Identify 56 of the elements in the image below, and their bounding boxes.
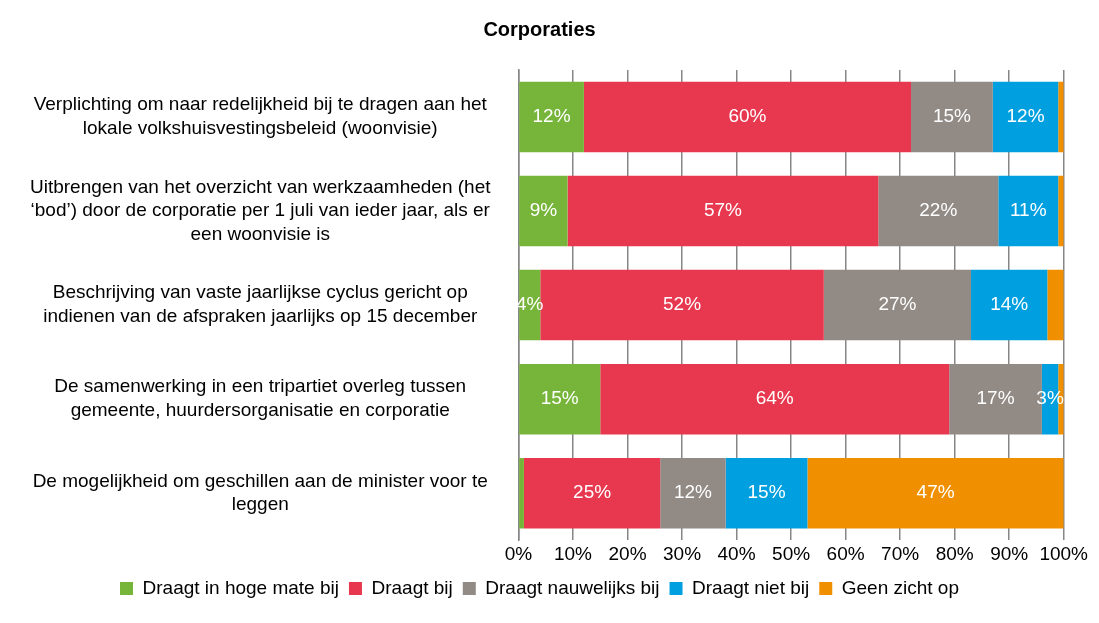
bar bbox=[998, 175, 1059, 247]
bar bbox=[519, 175, 568, 247]
x-tick-label: 0% bbox=[504, 542, 533, 564]
y-tick-label: Verplichting om naar redelijkheid bij te dragen aan het lokale volkshuisvestingsbeleid (woonvisie) bbox=[33, 93, 488, 139]
bar bbox=[567, 175, 879, 247]
x-tick-label: 30% bbox=[663, 542, 702, 564]
data-label: 15% bbox=[932, 105, 972, 127]
data-label: 47% bbox=[916, 481, 955, 503]
bar bbox=[992, 81, 1059, 153]
data-label: 17% bbox=[976, 387, 1015, 409]
data-label: 15% bbox=[747, 481, 786, 503]
data-label: 9% bbox=[529, 199, 558, 221]
data-label: 15% bbox=[540, 387, 579, 409]
x-tick-label: 70% bbox=[881, 542, 920, 564]
data-label: 52% bbox=[663, 293, 702, 315]
x-tick-label: 90% bbox=[990, 542, 1029, 564]
bar bbox=[971, 269, 1048, 341]
bar bbox=[1058, 81, 1064, 153]
data-label: 60% bbox=[728, 105, 767, 127]
x-tick-label: 60% bbox=[826, 542, 865, 564]
bar bbox=[523, 457, 661, 529]
x-tick-label: 20% bbox=[608, 542, 647, 564]
data-label: 57% bbox=[703, 199, 743, 221]
x-tick-label: 80% bbox=[935, 542, 974, 564]
bar bbox=[583, 81, 912, 153]
legend-label: Draagt niet bij bbox=[692, 576, 810, 598]
bar bbox=[519, 457, 524, 529]
legend-label: Draagt nauwelijks bij bbox=[485, 576, 660, 598]
y-tick-label: De mogelijkheid om geschillen aan de minister voor te leggen bbox=[32, 469, 488, 515]
data-label: 14% bbox=[990, 293, 1029, 315]
legend-label: Draagt bij bbox=[371, 576, 453, 598]
x-tick-label: 40% bbox=[717, 542, 756, 564]
bar bbox=[807, 457, 1064, 529]
bar bbox=[519, 363, 601, 435]
data-label: 12% bbox=[673, 481, 713, 503]
data-label: 22% bbox=[919, 199, 958, 221]
data-label: 11% bbox=[1009, 199, 1047, 221]
y-tick-label: Beschrijving van vaste jaarlijkse cyclus gericht op indienen van de afspraken jaarlijks op 15 december bbox=[43, 281, 478, 327]
x-tick-label: 100% bbox=[1039, 542, 1089, 564]
y-tick-label: De samenwerking in een tripartiet overleg tussen gemeente, huurdersorganisatie en corporatie bbox=[54, 375, 467, 421]
x-tick-label: 50% bbox=[772, 542, 811, 564]
y-tick-label: Uitbrengen van het overzicht van werkzaamheden (het ‘bod’) door de corporatie per 1 juli van ieder jaar, als er een woonvisie is bbox=[30, 175, 492, 245]
data-label: 27% bbox=[878, 293, 917, 315]
bar bbox=[600, 363, 950, 435]
data-label: 12% bbox=[532, 105, 571, 127]
data-label: 64% bbox=[755, 387, 794, 409]
data-label: 12% bbox=[1006, 105, 1045, 127]
bar bbox=[1047, 269, 1064, 341]
bar bbox=[725, 457, 808, 529]
legend-label: Geen zicht op bbox=[841, 576, 959, 598]
bar bbox=[519, 81, 584, 153]
bar bbox=[1058, 175, 1064, 247]
x-tick-label: 10% bbox=[553, 542, 593, 564]
chart-title: Corporaties bbox=[483, 17, 596, 40]
legend-label: Draagt in hoge mate bij bbox=[142, 576, 339, 598]
data-label: 25% bbox=[573, 481, 612, 503]
